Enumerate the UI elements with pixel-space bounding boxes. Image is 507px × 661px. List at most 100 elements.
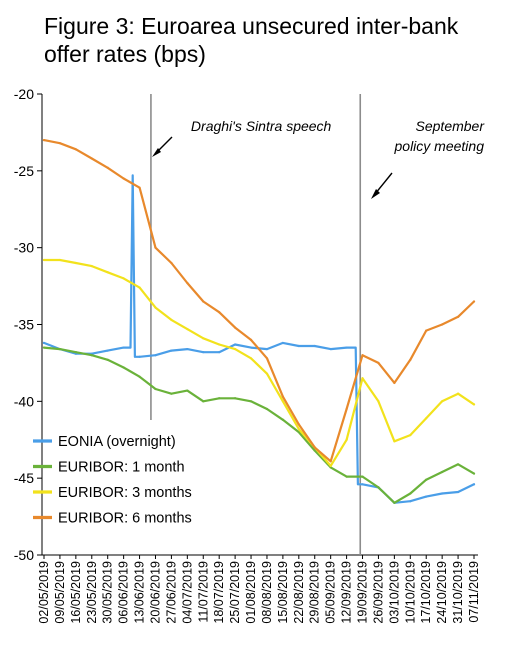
- series-point: [138, 286, 141, 289]
- series-point: [249, 357, 253, 360]
- series-point: [377, 361, 380, 365]
- series-point: [90, 354, 93, 357]
- series-point: [138, 375, 141, 378]
- x-tick-label: 01/08/2019: [244, 561, 258, 624]
- series-point: [106, 166, 109, 169]
- series-point: [472, 483, 476, 486]
- y-tick-label: -50: [14, 547, 34, 563]
- series-point: [281, 395, 284, 398]
- chart-annotations: Draghi's Sintra speech September policy me…: [152, 118, 485, 199]
- series-point: [361, 475, 364, 478]
- series-point: [441, 492, 444, 495]
- series-point: [345, 475, 348, 478]
- x-tick-label: 09/05/2019: [53, 561, 67, 624]
- x-tick-label: 06/06/2019: [117, 561, 131, 624]
- series-point: [377, 486, 380, 489]
- x-tick-label: 24/10/2019: [435, 561, 449, 624]
- series-point: [409, 358, 412, 361]
- series-point: [345, 438, 348, 441]
- series-point: [138, 355, 141, 358]
- series-point: [297, 427, 300, 431]
- x-tick-label: 07/11/2019: [467, 561, 481, 623]
- series-point: [106, 349, 109, 352]
- series-point: [456, 490, 460, 494]
- series-point: [122, 366, 125, 369]
- series-point: [106, 358, 109, 361]
- x-tick-label: 17/10/2019: [419, 561, 433, 624]
- series-point: [202, 300, 205, 303]
- x-tick-label: 30/05/2019: [101, 561, 115, 624]
- x-tick-label: 26/09/2019: [371, 561, 385, 624]
- series-point: [74, 351, 77, 354]
- series-point: [313, 449, 316, 452]
- series-point: [218, 311, 221, 314]
- y-tick-label: -20: [14, 86, 34, 102]
- series-point: [425, 329, 428, 332]
- x-tick-label: 05/09/2019: [324, 561, 338, 624]
- series-point: [456, 392, 460, 395]
- series-point: [218, 351, 221, 354]
- chart-title-line-1: Figure 3: Euroarea unsecured inter-bank: [44, 13, 459, 39]
- series-point: [90, 157, 93, 160]
- y-tick-label: -35: [14, 317, 34, 333]
- series-point: [42, 258, 46, 262]
- x-tick-label: 20/06/2019: [148, 561, 162, 624]
- x-tick-label: 15/08/2019: [276, 561, 290, 624]
- series-point: [377, 400, 380, 403]
- series-point: [313, 446, 316, 449]
- series-point: [74, 261, 77, 265]
- series-point: [329, 347, 332, 351]
- series-point: [202, 400, 205, 403]
- x-axis-ticks: 02/05/2019 09/05/2019 16/05/2019 23/05/2019…: [37, 555, 481, 624]
- x-tick-label: 27/06/2019: [164, 561, 178, 624]
- series-lines: [42, 139, 476, 504]
- y-tick-label: -40: [14, 393, 34, 409]
- series-point: [329, 464, 332, 467]
- legend: EONIA (overnight) EURIBOR: 1 month EURIBOR…: [33, 434, 192, 527]
- series-point: [42, 346, 46, 349]
- series-point: [154, 387, 157, 391]
- series-point: [234, 347, 237, 351]
- x-tick-label: 02/05/2019: [37, 561, 51, 624]
- annotation-arrow-september: [374, 172, 393, 195]
- series-point: [249, 346, 253, 349]
- series-point: [393, 501, 396, 504]
- x-tick-label: 25/07/2019: [228, 561, 242, 624]
- x-tick-label: 16/05/2019: [69, 561, 83, 624]
- series-point: [281, 341, 284, 345]
- x-tick-label: 13/06/2019: [133, 561, 147, 624]
- series-point: [313, 344, 316, 348]
- series-point: [58, 142, 62, 145]
- chart-title: Figure 3: Euroarea unsecured inter-bank …: [44, 12, 484, 68]
- series-point: [425, 495, 428, 498]
- series-point: [249, 400, 253, 403]
- x-tick-label: 29/08/2019: [308, 561, 322, 624]
- series-point: [472, 403, 476, 406]
- series-point: [409, 492, 412, 495]
- series-point: [393, 381, 396, 384]
- series-line-2: [42, 258, 476, 467]
- series-point: [218, 343, 221, 346]
- series-point: [202, 337, 205, 340]
- series-point: [170, 392, 173, 395]
- series-point: [297, 430, 300, 434]
- series-point: [234, 343, 237, 346]
- series-point: [122, 346, 125, 349]
- series-point: [234, 397, 237, 400]
- series-point: [297, 344, 300, 348]
- legend-label-0: EONIA (overnight): [58, 434, 176, 450]
- series-point: [361, 354, 364, 357]
- annotation-arrowhead-draghi: [152, 148, 161, 157]
- series-point: [345, 346, 348, 349]
- series-point: [42, 139, 46, 142]
- y-tick-label: -45: [14, 470, 34, 486]
- series-point: [234, 326, 237, 329]
- series-point: [138, 186, 141, 189]
- series-point: [456, 463, 460, 466]
- series-point: [265, 357, 269, 360]
- series-line-3: [42, 139, 476, 463]
- series-point: [42, 341, 46, 345]
- series-point: [170, 261, 173, 265]
- series-point: [393, 440, 396, 443]
